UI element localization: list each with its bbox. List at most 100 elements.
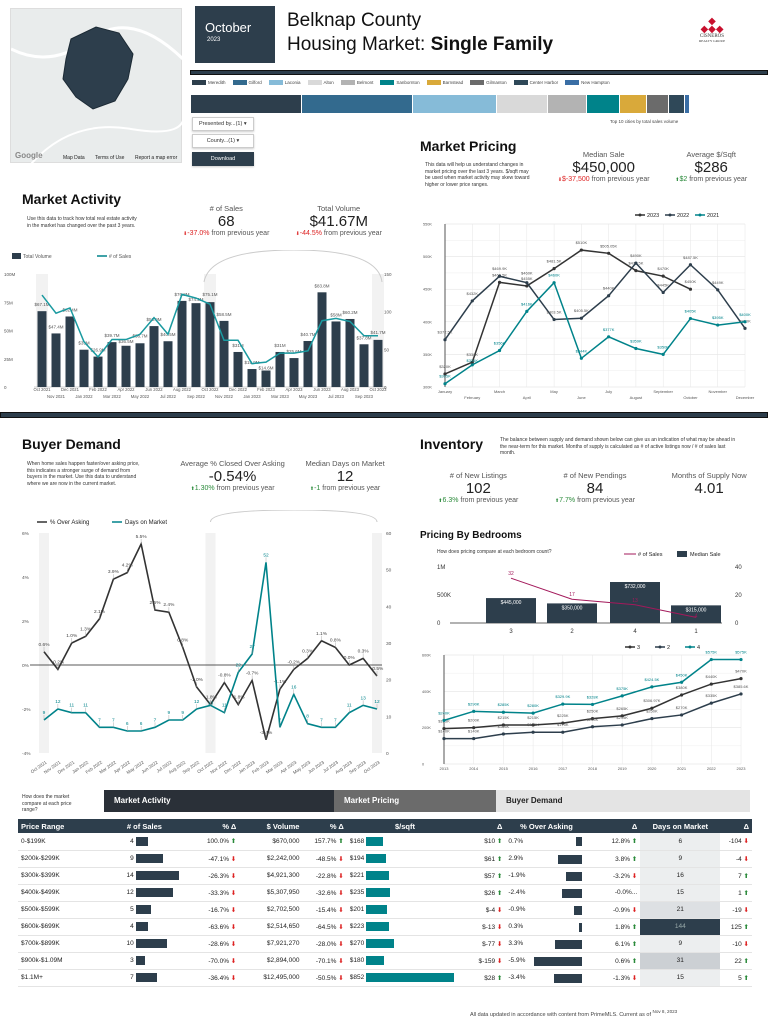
arrow-up-icon: ⬆ (495, 855, 503, 863)
city-segment-barnstead[interactable] (620, 95, 646, 113)
data-label: 0.6% (39, 642, 51, 648)
arrow-down-icon: ⬇ (336, 923, 344, 931)
arrow-up-icon: ⬆ (629, 855, 638, 863)
y-tick-right: 150 (384, 272, 392, 277)
city-segment-sanbornton[interactable] (587, 95, 620, 113)
city-segment-belmont[interactable] (548, 95, 587, 113)
map-data-link[interactable]: Map Data (63, 155, 85, 161)
median-sale-label: $315,000 (686, 607, 707, 613)
column-header[interactable]: % Over Asking (505, 819, 588, 833)
median-sale-bar (610, 582, 660, 623)
column-header[interactable]: Days on Market (640, 819, 721, 833)
data-point (709, 657, 713, 662)
tab-market-activity[interactable]: Market Activity (104, 790, 334, 812)
data-label: $140K (438, 729, 450, 734)
city-segment-gilmanton[interactable] (646, 95, 669, 113)
sales-line (510, 577, 697, 618)
data-label: 7 (154, 717, 157, 723)
data-point (497, 274, 502, 278)
column-header[interactable]: Δ (463, 819, 506, 833)
county-dropdown[interactable]: County...(1) ▾ (192, 134, 254, 148)
table-row: $600k-$699K 4 -63.6% ⬇ $2,514,650 -64.5%… (18, 918, 752, 936)
data-label: $140K (468, 729, 480, 734)
terms-link[interactable]: Terms of Use (95, 155, 125, 161)
sales-bar (135, 956, 145, 965)
data-point (688, 316, 693, 321)
volume-bar (79, 349, 89, 387)
page-title: Belknap County Housing Market: Single Fa… (287, 9, 553, 57)
comparison-bracket (203, 250, 383, 283)
legend-swatch-volume (12, 253, 21, 259)
dom-change: 1 (738, 889, 742, 897)
volume-bar (163, 341, 173, 387)
data-label: 7 (320, 717, 323, 723)
market-activity-title: Market Activity (22, 191, 122, 207)
x-tick-label: 2017 (558, 766, 568, 771)
city-segment-alton[interactable] (496, 95, 548, 113)
data-label: 6 (126, 721, 129, 727)
map[interactable]: Google Map Data Terms of Use Report a ma… (10, 8, 185, 165)
x-tick-label: 2019 (618, 766, 628, 771)
sqft-bar (365, 854, 386, 863)
column-header[interactable]: Δ (587, 819, 641, 833)
data-point (620, 694, 624, 698)
city-segment-new-hampton[interactable] (685, 95, 690, 113)
footer-note: All data updated in accordance with cont… (470, 1009, 678, 1018)
x-tick-label: Apr 2023 (286, 387, 304, 392)
sales-change: -36.4% (208, 974, 229, 982)
sales-bar (135, 973, 158, 982)
x-tick-label: April (523, 395, 531, 400)
data-point (442, 718, 446, 722)
kpi-label: Average % Closed Over Asking (180, 459, 285, 468)
arrow-down-icon: ⬇ (741, 855, 749, 863)
over-asking: 0.7% (508, 837, 524, 845)
column-header[interactable]: Δ (720, 819, 752, 833)
column-header[interactable]: Price Range (18, 819, 92, 833)
tab-buyer-demand[interactable]: Buyer Demand (496, 790, 750, 812)
tab-market-pricing[interactable]: Market Pricing (334, 790, 496, 812)
x-tick-label: Nov 2021 (47, 394, 66, 399)
sqft-bar (365, 905, 387, 914)
data-point (590, 716, 595, 721)
column-header[interactable]: % Δ (302, 819, 347, 833)
city-segment-meredith[interactable] (191, 95, 302, 113)
volume-data-label: $14.6M (258, 366, 273, 371)
city-segment-center-harbor[interactable] (669, 95, 685, 113)
data-label: -3.4% (260, 730, 273, 736)
presented-by-dropdown[interactable]: Presented by...(1) ▾ (192, 117, 254, 131)
comparison-bracket (210, 510, 378, 523)
x-tick-label: 2018 (588, 766, 598, 771)
volume: $5,307,950 (239, 884, 303, 902)
y-tick-right: 30 (386, 641, 392, 647)
column-header[interactable]: $/sqft (346, 819, 464, 833)
x-tick-label: Oct 2023 (363, 759, 381, 774)
data-point (470, 360, 474, 364)
data-point (650, 716, 654, 721)
data-label: 2.5% (150, 600, 162, 606)
volume-change: -28.0% (315, 940, 337, 948)
data-point (634, 269, 638, 273)
city-segment-laconia[interactable] (413, 95, 496, 113)
data-label: 12 (194, 699, 200, 705)
data-point (579, 316, 583, 320)
data-label: $205K (587, 717, 599, 722)
data-point (472, 726, 476, 730)
x-tick-label: November (709, 389, 728, 394)
download-button[interactable]: Download (192, 152, 254, 166)
data-label: 2.4% (163, 602, 175, 608)
column-header[interactable]: $ Volume (239, 819, 303, 833)
column-header[interactable]: % Δ (197, 819, 240, 833)
report-link[interactable]: Report a map error (135, 155, 178, 161)
data-label: $377K (603, 327, 615, 332)
city-legend-item: New Hampton (565, 80, 610, 88)
y-tick-right: 50 (384, 347, 390, 352)
month-badge: October 2023 (195, 6, 275, 63)
column-header[interactable]: # of Sales (91, 819, 198, 833)
volume-change: -32.6% (315, 889, 337, 897)
volume-bar (51, 333, 61, 387)
legend-label: 2023 (647, 213, 659, 219)
arrow-up-icon: ⬆ (495, 838, 503, 846)
data-label: 52 (263, 552, 269, 558)
city-segment-gilford[interactable] (302, 95, 413, 113)
price-range: $200k-$299K (18, 850, 92, 868)
